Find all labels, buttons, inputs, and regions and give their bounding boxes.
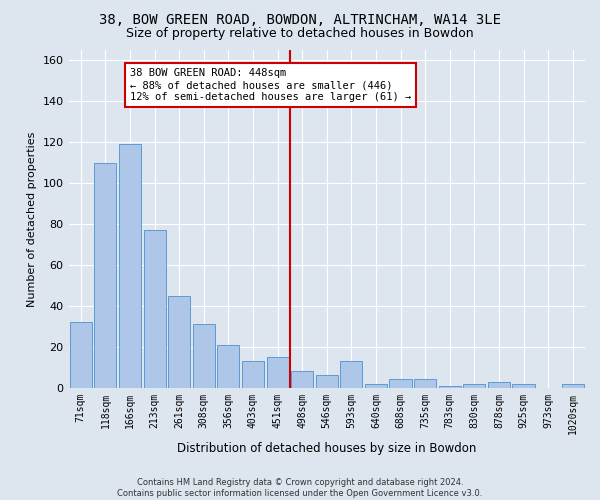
Bar xyxy=(488,382,510,388)
Bar xyxy=(266,357,289,388)
Text: 38, BOW GREEN ROAD, BOWDON, ALTRINCHAM, WA14 3LE: 38, BOW GREEN ROAD, BOWDON, ALTRINCHAM, … xyxy=(99,12,501,26)
Bar xyxy=(562,384,584,388)
Bar xyxy=(193,324,215,388)
Bar xyxy=(168,296,190,388)
Bar xyxy=(70,322,92,388)
Y-axis label: Number of detached properties: Number of detached properties xyxy=(27,131,37,306)
Text: Contains HM Land Registry data © Crown copyright and database right 2024.
Contai: Contains HM Land Registry data © Crown c… xyxy=(118,478,482,498)
Bar xyxy=(414,380,436,388)
X-axis label: Distribution of detached houses by size in Bowdon: Distribution of detached houses by size … xyxy=(177,442,476,455)
Bar xyxy=(512,384,535,388)
Bar xyxy=(242,361,264,388)
Bar xyxy=(463,384,485,388)
Text: Size of property relative to detached houses in Bowdon: Size of property relative to detached ho… xyxy=(126,28,474,40)
Text: 38 BOW GREEN ROAD: 448sqm
← 88% of detached houses are smaller (446)
12% of semi: 38 BOW GREEN ROAD: 448sqm ← 88% of detac… xyxy=(130,68,411,102)
Bar xyxy=(291,372,313,388)
Bar xyxy=(217,344,239,388)
Bar xyxy=(389,380,412,388)
Bar xyxy=(340,361,362,388)
Bar xyxy=(439,386,461,388)
Bar xyxy=(365,384,387,388)
Bar xyxy=(119,144,141,388)
Bar xyxy=(316,376,338,388)
Bar xyxy=(94,162,116,388)
Bar xyxy=(143,230,166,388)
